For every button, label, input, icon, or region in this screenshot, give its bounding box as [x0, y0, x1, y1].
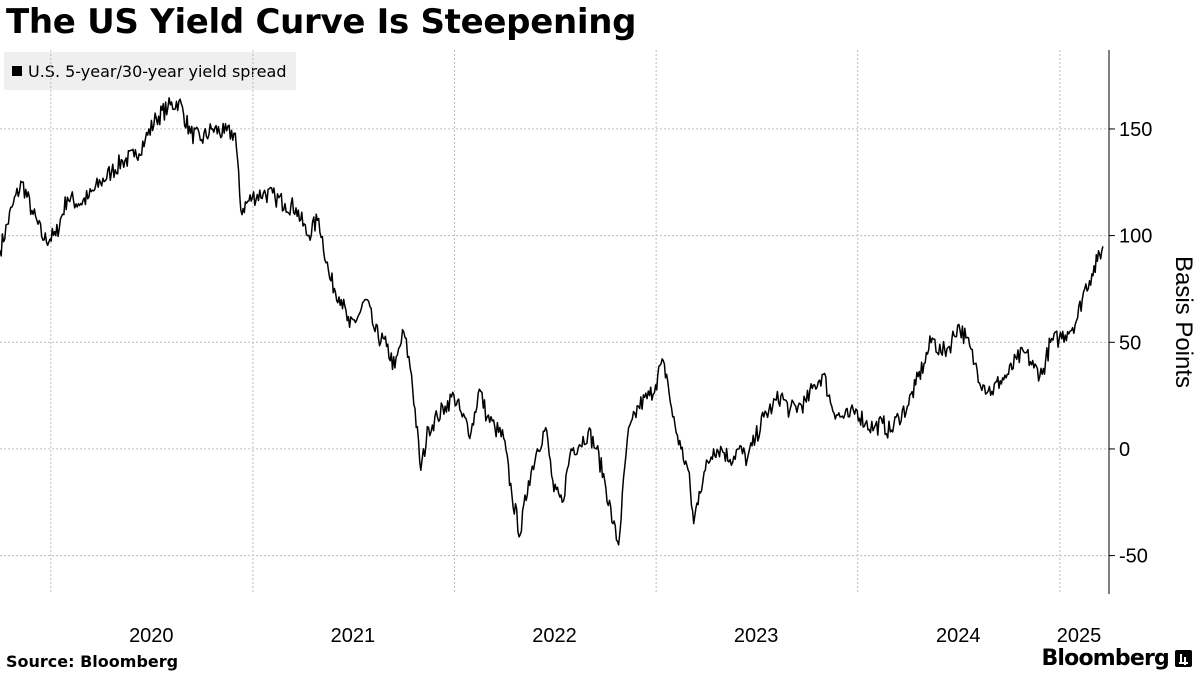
brand-logo: Bloomberg: [1041, 646, 1192, 671]
bloomberg-chart-icon: [1175, 650, 1192, 667]
source-note: Source: Bloomberg: [6, 652, 179, 671]
x-tick-label: 2022: [532, 625, 577, 647]
x-tick-label: 2020: [129, 625, 174, 647]
y-tick-label: 0: [1119, 439, 1130, 461]
legend-swatch: [12, 66, 22, 76]
legend-label: U.S. 5-year/30-year yield spread: [28, 61, 287, 81]
y-axis-label: Basis Points: [1170, 256, 1197, 388]
y-tick-label: 100: [1119, 226, 1152, 248]
x-axis-ticks: 2020 2021 2022 2023 2024 2025: [129, 625, 1101, 647]
x-tick-label: 2023: [734, 625, 779, 647]
x-tick-label: 2024: [936, 625, 981, 647]
series-line: [0, 97, 1104, 546]
gridlines: [0, 50, 1109, 594]
x-tick-label: 2025: [1057, 625, 1102, 647]
y-tick-label: 50: [1119, 332, 1141, 354]
chart-legend: U.S. 5-year/30-year yield spread: [4, 52, 297, 90]
chart-title: The US Yield Curve Is Steepening: [6, 2, 637, 42]
y-tick-label: 150: [1119, 119, 1152, 141]
y-tick-label: -50: [1119, 546, 1148, 568]
brand-name: Bloomberg: [1041, 646, 1169, 671]
x-tick-label: 2021: [331, 625, 376, 647]
y-axis-ticks: -50 0 50 100 150: [1109, 119, 1152, 568]
